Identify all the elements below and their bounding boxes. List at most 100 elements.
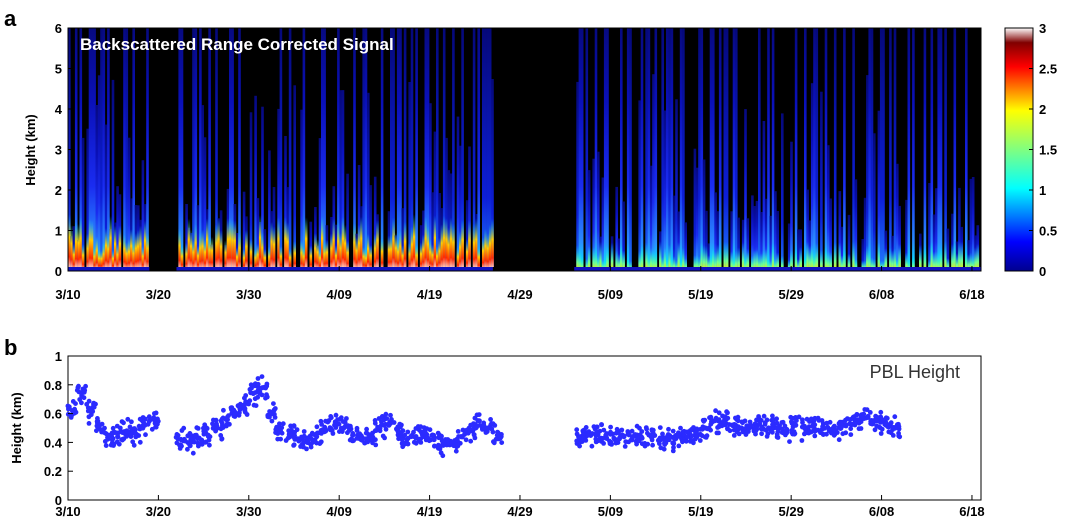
heatmap-surface-layer: [679, 260, 683, 271]
heatmap-surface-layer: [682, 247, 685, 271]
scatter-point-texture: [131, 442, 137, 448]
heatmap-surface-layer: [81, 244, 85, 271]
heatmap-column: [861, 239, 865, 271]
heatmap-column: [341, 90, 345, 271]
heatmap-surface-layer: [905, 252, 908, 271]
heatmap-surface-layer: [599, 241, 602, 271]
heatmap-column: [408, 82, 411, 271]
heatmap-column: [438, 193, 441, 271]
heatmap-column: [288, 28, 292, 271]
heatmap-surface-layer: [219, 230, 223, 271]
scatter-point-texture: [660, 431, 665, 437]
heatmap-surface-layer: [337, 221, 340, 271]
heatmap-column: [268, 150, 271, 271]
heatmap-surface-layer: [813, 252, 816, 271]
heatmap-column: [815, 28, 819, 271]
heatmap-surface-layer: [431, 244, 434, 271]
scatter-point: [431, 436, 437, 443]
heatmap-surface-layer: [284, 217, 287, 271]
scatter-point-texture: [691, 440, 696, 446]
heatmap-column: [620, 28, 623, 271]
heatmap-column: [93, 28, 96, 271]
scatter-point-texture: [242, 409, 248, 415]
colorbar-ticks: 0 0.5 1 1.5 2 2.5 3: [1029, 21, 1057, 279]
heatmap-surface-layer: [592, 247, 595, 271]
heatmap-column: [380, 28, 384, 271]
scatter-point-texture: [770, 413, 775, 419]
heatmap-surface-layer: [654, 251, 658, 271]
scatter-point-texture: [440, 453, 446, 459]
scatter-point-texture: [884, 415, 890, 421]
heatmap-surface-layer: [652, 249, 655, 271]
heatmap-column: [905, 199, 908, 271]
heatmap-column: [293, 85, 296, 271]
scatter-point: [494, 432, 500, 438]
heatmap-column: [146, 28, 149, 271]
heatmap-column: [88, 28, 92, 271]
heatmap-surface-layer: [362, 247, 365, 271]
scatter-point-texture: [445, 437, 451, 443]
heatmap-surface-layer: [263, 249, 267, 271]
scatter-point-texture: [121, 436, 127, 442]
heatmap-column: [357, 165, 361, 271]
colorbar-tick-label: 3: [1039, 21, 1046, 36]
heatmap-surface-layer: [344, 224, 347, 271]
heatmap-surface-layer: [465, 239, 469, 271]
heatmap-column: [459, 145, 462, 271]
heatmap-column: [666, 28, 669, 271]
heatmap-surface-layer: [249, 239, 253, 271]
scatter-point-texture: [574, 427, 580, 433]
heatmap-column: [774, 191, 777, 271]
heatmap-surface-layer: [109, 216, 112, 271]
heatmap-column: [820, 91, 823, 271]
scatter-x-axis: 3/10 3/20 3/30 4/09 4/19 4/29 5/09 5/19 5/29 6/08…: [55, 495, 985, 519]
heatmap-column: [127, 137, 131, 271]
heatmap-surface-layer: [482, 237, 485, 271]
scatter-point-texture: [708, 421, 714, 427]
heatmap-column: [321, 28, 324, 271]
heatmap-column: [231, 28, 234, 271]
heatmap-surface-layer: [967, 254, 970, 271]
scatter-point-texture: [453, 448, 459, 454]
scatter-point-texture: [110, 425, 116, 431]
heatmap-column: [827, 145, 830, 271]
scatter-point-texture: [716, 430, 721, 436]
scatter-point-texture: [103, 443, 109, 448]
scatter-point-texture: [86, 421, 92, 426]
scatter-point-texture: [255, 394, 261, 400]
scatter-point-texture: [391, 420, 397, 425]
scatter-point-texture: [304, 446, 309, 452]
scatter-point-texture: [110, 436, 116, 441]
heatmap-column: [702, 159, 706, 271]
scatter-point-texture: [113, 430, 118, 435]
scatter-point: [332, 422, 338, 428]
scatter-point-texture: [357, 431, 363, 437]
heatmap-column: [465, 200, 469, 271]
heatmap-column: [215, 28, 218, 271]
scatter-point-texture: [400, 428, 406, 434]
scatter-point: [829, 426, 835, 432]
scatter-y-tick-label: 0.6: [44, 407, 62, 422]
heatmap-y-tick-label: 6: [55, 21, 62, 36]
heatmap-y-tick-label: 2: [55, 183, 62, 198]
scatter-point-texture: [137, 416, 143, 422]
scatter-point-texture: [177, 446, 183, 451]
scatter-point-texture: [608, 424, 613, 430]
scatter-point: [594, 429, 600, 435]
colorbar-tick-label: 0.5: [1039, 224, 1057, 239]
scatter-point: [684, 434, 690, 440]
scatter-point-texture: [220, 423, 225, 429]
scatter-point-texture: [854, 412, 860, 418]
heatmap-column: [896, 163, 899, 271]
scatter-point-texture: [354, 425, 360, 431]
scatter-point: [838, 425, 844, 431]
scatter-point-texture: [152, 411, 157, 416]
heatmap-surface-layer: [314, 233, 317, 271]
scatter-point-texture: [432, 443, 437, 449]
heatmap-column: [362, 28, 365, 271]
scatter-point-texture: [492, 423, 498, 428]
heatmap-surface-layer: [976, 244, 980, 271]
heatmap-column: [199, 28, 202, 271]
heatmap-surface-layer: [309, 245, 313, 271]
